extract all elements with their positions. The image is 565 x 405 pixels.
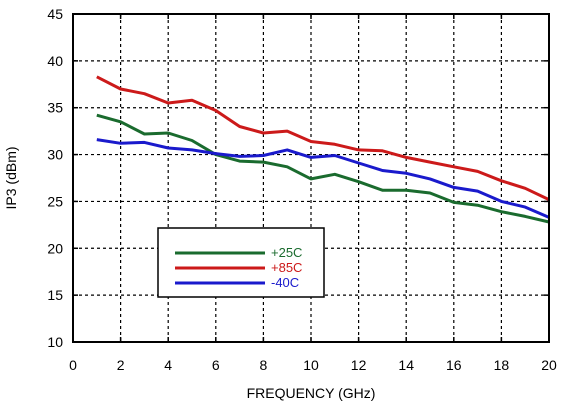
legend-label-3: -40C	[271, 275, 299, 290]
y-axis-label: IP3 (dBm)	[3, 146, 19, 209]
legend-label-1: +25C	[271, 245, 302, 260]
legend-label-2: +85C	[271, 260, 302, 275]
x-tick-label: 18	[494, 357, 510, 373]
y-tick-label: 30	[47, 147, 63, 163]
legend-box	[157, 227, 325, 298]
x-tick-label: 12	[351, 357, 367, 373]
x-tick-label: 10	[303, 357, 319, 373]
series-line-1	[96, 113, 550, 224]
x-tick-label: 4	[164, 357, 172, 373]
y-tick-label: 40	[47, 53, 63, 69]
x-tick-label: 6	[212, 357, 220, 373]
y-tick-label: 15	[47, 287, 63, 303]
x-tick-label: 8	[260, 357, 268, 373]
y-tick-label: 10	[47, 334, 63, 350]
y-tick-label: 25	[47, 193, 63, 209]
y-tick-label: 45	[47, 6, 63, 22]
legend: +25C+85C-40C	[157, 227, 325, 298]
x-axis-label: FREQUENCY (GHz)	[247, 385, 376, 401]
tick-labels: 0 2 4 6 8 10 12 14 16 18 20 10 15 20 25 30 35 40 45	[47, 6, 557, 373]
x-tick-label: 20	[541, 357, 557, 373]
x-tick-label: 14	[398, 357, 414, 373]
x-tick-label: 0	[69, 357, 77, 373]
x-tick-label: 2	[117, 357, 125, 373]
series-line-2	[96, 75, 550, 201]
y-tick-label: 35	[47, 100, 63, 116]
y-tick-label: 20	[47, 240, 63, 256]
series-lines	[96, 75, 550, 224]
x-tick-label: 16	[446, 357, 462, 373]
tick-marks	[72, 13, 550, 343]
series-line-3	[96, 138, 550, 219]
grid	[73, 14, 549, 342]
